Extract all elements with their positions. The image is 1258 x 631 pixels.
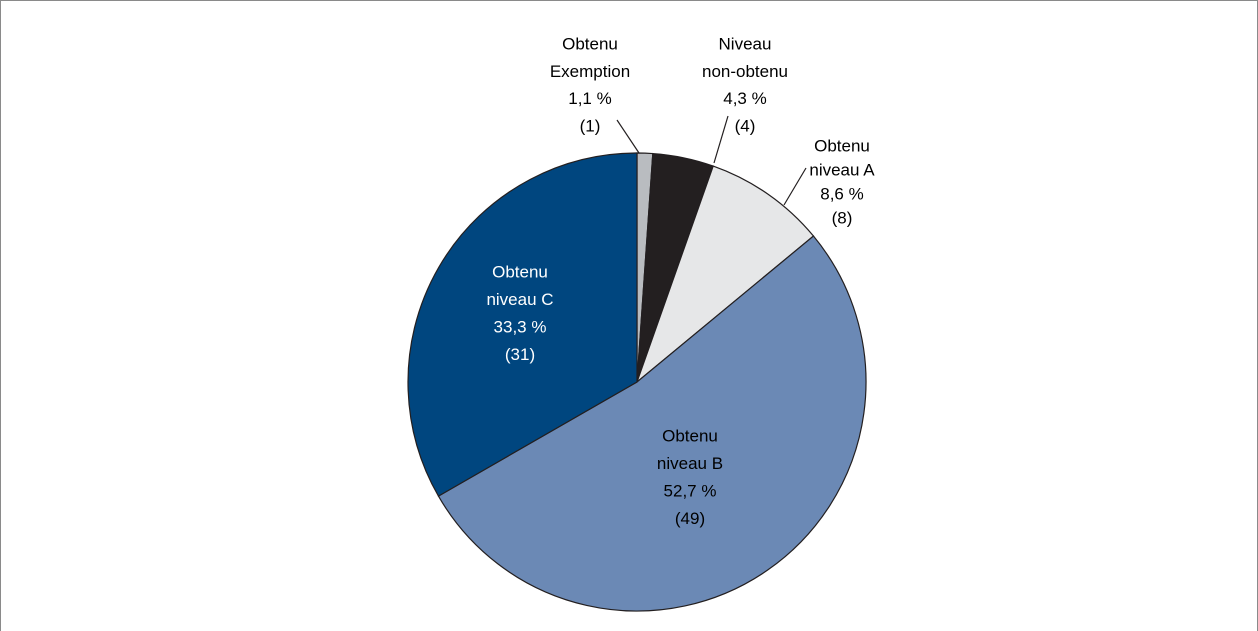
pie-slice — [437, 235, 867, 612]
slice-label: 52,7 % — [664, 481, 717, 500]
slice-label: (31) — [505, 345, 535, 364]
slice-label: (1) — [580, 116, 601, 135]
slice-label: 1,1 % — [568, 89, 611, 108]
slice-label: (49) — [675, 509, 705, 528]
leader-line — [616, 119, 642, 157]
slice-label: Obtenu — [562, 34, 618, 53]
slice-label: Obtenu — [814, 136, 870, 155]
slice-label: (4) — [735, 116, 756, 135]
slice-label: (8) — [832, 208, 853, 227]
leader-line — [713, 115, 729, 164]
pie-slice — [635, 165, 815, 384]
slice-label: Obtenu — [662, 426, 718, 445]
pie-slice — [407, 152, 638, 497]
leader-line — [783, 167, 807, 206]
slice-label: Exemption — [550, 62, 630, 81]
slice-label: niveau B — [657, 454, 723, 473]
slice-label: 4,3 % — [723, 89, 766, 108]
slice-label: Niveau — [719, 34, 772, 53]
slice-label: 33,3 % — [494, 317, 547, 336]
slice-label: non-obtenu — [702, 62, 788, 81]
slice-label: niveau A — [809, 160, 875, 179]
slice-label: 8,6 % — [820, 184, 863, 203]
slice-label: Obtenu — [492, 262, 548, 281]
slice-label: niveau C — [486, 290, 553, 309]
